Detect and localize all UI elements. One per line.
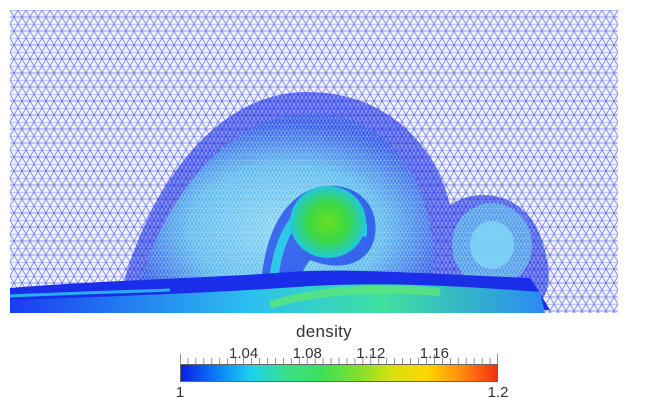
- colorbar-max-label: 1.2: [487, 384, 509, 401]
- tick-label-1.04: 1.04: [228, 345, 259, 362]
- legend-title: density: [296, 322, 352, 341]
- colorbar: [180, 364, 498, 382]
- colorbar-legend: density 1.04 1.08 1.12 1.16 1 1.2: [0, 318, 648, 403]
- colorbar-ticks: [180, 354, 498, 364]
- vortex-core: [290, 186, 366, 258]
- colorbar-wrapper: [180, 354, 498, 384]
- tick-label-1.08: 1.08: [292, 345, 322, 362]
- colorbar-min-label: 1: [175, 384, 185, 401]
- tick-label-1.16: 1.16: [419, 345, 449, 362]
- density-field-mesh-plot: [10, 10, 618, 313]
- simulation-viewport[interactable]: [10, 10, 618, 313]
- tick-label-1.12: 1.12: [356, 345, 386, 362]
